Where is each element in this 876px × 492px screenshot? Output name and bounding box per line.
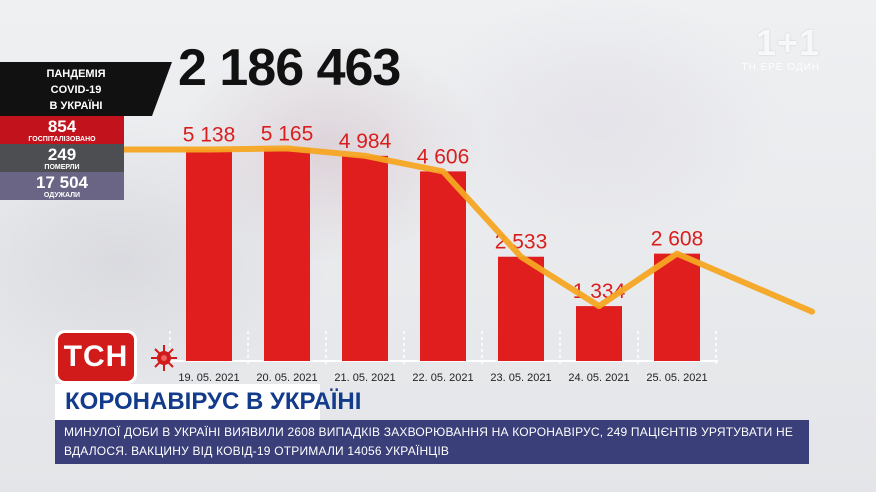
stat-hospitalized-label: ГОСПІТАЛІЗОВАНО (28, 136, 96, 143)
trend-line (117, 145, 815, 315)
channel-logo: 1+1 (755, 22, 820, 63)
stat-recovered: 17 504 ОДУЖАЛИ (0, 172, 124, 200)
bar-value-label: 5 138 (183, 123, 236, 146)
stats-panel-title: ПАНДЕМІЯ COVID-19 В УКРАЇНІ (0, 62, 172, 116)
stat-died: 249 ПОМЕРЛИ (0, 144, 124, 172)
news-ticker: МИНУЛОЇ ДОБИ В УКРАЇНІ ВИЯВИЛИ 2608 ВИПА… (55, 420, 809, 464)
bar-value-label: 2 608 (651, 228, 704, 251)
x-tick-label: 22. 05. 2021 (412, 372, 473, 384)
bar-value-label: 4 606 (417, 145, 470, 168)
stat-hospitalized: 854 ГОСПІТАЛІЗОВАНО (0, 116, 124, 144)
bar-value-label: 5 165 (261, 122, 314, 145)
stat-hospitalized-value: 854 (47, 117, 77, 136)
bar (498, 256, 544, 361)
bar (420, 171, 466, 361)
total-cases: 2 186 463 (178, 39, 401, 97)
stat-died-value: 249 (47, 145, 77, 164)
stats-title-line: ПАНДЕМІЯ (46, 68, 106, 80)
bar-value-label: 2 533 (495, 231, 548, 254)
stats-title-line: В УКРАЇНІ (49, 100, 103, 112)
bar (576, 306, 622, 361)
bar (342, 155, 388, 361)
x-tick-label: 19. 05. 2021 (178, 372, 239, 384)
x-tick-label: 21. 05. 2021 (334, 372, 395, 384)
x-tick-label: 24. 05. 2021 (568, 372, 629, 384)
tsn-logo: ТСН (55, 330, 137, 384)
stats-panel: ПАНДЕМІЯ COVID-19 В УКРАЇНІ 854 ГОСПІТАЛ… (0, 62, 172, 200)
stat-recovered-value: 17 504 (36, 173, 88, 192)
bar-value-label: 4 984 (339, 130, 392, 153)
x-tick-label: 20. 05. 2021 (256, 372, 317, 384)
headline: КОРОНАВІРУС В УКРАЇНІ (55, 384, 361, 420)
bar (186, 149, 232, 361)
stat-died-label: ПОМЕРЛИ (44, 164, 80, 171)
virus-icon (151, 345, 177, 371)
x-tick-label: 23. 05. 2021 (490, 372, 551, 384)
bar (654, 253, 700, 361)
bar (264, 148, 310, 361)
channel-logo-subtitle: ТН ЕРЕ ОДИН (741, 62, 820, 73)
stat-recovered-label: ОДУЖАЛИ (43, 192, 81, 199)
stats-title-line: COVID-19 (50, 84, 102, 96)
x-tick-label: 25. 05. 2021 (646, 372, 707, 384)
